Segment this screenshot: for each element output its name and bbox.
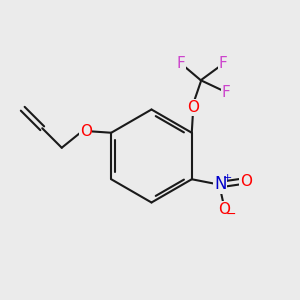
Text: O: O <box>187 100 199 115</box>
Text: F: F <box>177 56 186 71</box>
Text: F: F <box>219 56 228 71</box>
Text: O: O <box>218 202 230 217</box>
Text: O: O <box>240 174 252 189</box>
Text: −: − <box>226 208 237 221</box>
Text: F: F <box>222 85 231 100</box>
Text: N: N <box>214 175 226 193</box>
Text: +: + <box>223 173 232 183</box>
Text: O: O <box>80 124 92 139</box>
